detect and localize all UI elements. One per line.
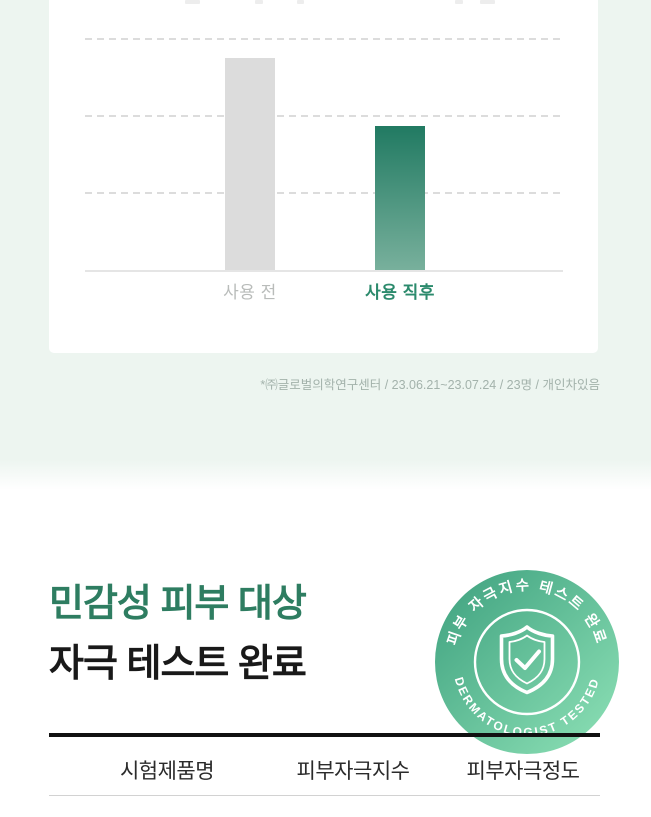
chart-card: 사용 전 사용 직후 <box>49 0 598 353</box>
headline-line2: 자극 테스트 완료 <box>49 643 307 685</box>
bar-before-use <box>225 58 275 270</box>
table-header-irritation-index: 피부자극지수 <box>296 760 410 783</box>
badge-svg: 피부 자극지수 테스트 완료 DERMATOLOGIST TESTED <box>435 570 619 754</box>
bar-after-use <box>375 126 425 270</box>
section-headline: 민감성 피부 대상 자극 테스트 완료 <box>49 574 307 694</box>
table-header-divider <box>49 795 600 796</box>
table-header-product-name: 시험제품명 <box>119 760 215 783</box>
table-header-irritation-degree: 피부자극정도 <box>466 760 580 783</box>
badge-circle <box>435 570 619 754</box>
x-axis-line <box>85 270 563 272</box>
cropped-text-remnant <box>255 0 263 4</box>
test-footnote: *㈜글로벌의학연구센터 / 23.06.21~23.07.24 / 23명 / … <box>260 378 600 392</box>
headline-line1: 민감성 피부 대상 <box>49 583 307 625</box>
cropped-text-remnant <box>185 0 200 4</box>
bar-label-before-use: 사용 전 <box>223 283 277 302</box>
cropped-text-remnant <box>455 0 463 4</box>
badge-inner-ring <box>473 608 581 716</box>
shield-check-icon <box>499 625 555 695</box>
cropped-text-remnant <box>480 0 495 4</box>
gridline-3 <box>85 38 563 40</box>
table-top-border <box>49 733 600 737</box>
dermatologist-tested-badge: 피부 자극지수 테스트 완료 DERMATOLOGIST TESTED <box>435 570 619 754</box>
gridline-1 <box>85 192 563 194</box>
test-result-table: 시험제품명 피부자극지수 피부자극정도 <box>49 733 600 803</box>
bar-label-after-use: 사용 직후 <box>365 283 435 302</box>
chart-section-background: 사용 전 사용 직후 *㈜글로벌의학연구센터 / 23.06.21~23.07.… <box>0 0 651 490</box>
cropped-text-remnant <box>297 0 304 4</box>
gridline-2 <box>85 115 563 117</box>
